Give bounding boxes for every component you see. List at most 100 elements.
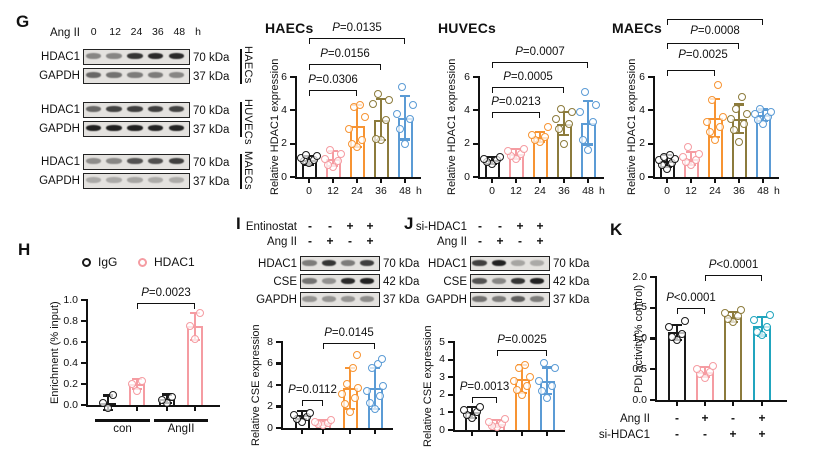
data-point: [751, 109, 759, 118]
x-axis-unit: h: [599, 185, 605, 197]
x-tick: [520, 432, 524, 437]
protein-band: [106, 72, 122, 79]
y-tick: [649, 275, 655, 279]
condition-symbol: +: [516, 219, 524, 233]
condition-symbol: +: [536, 219, 544, 233]
protein-band: [106, 177, 122, 184]
error-bar: [737, 104, 741, 133]
y-tick-label: 4: [267, 378, 273, 391]
protein-label: HDAC1: [41, 156, 80, 168]
y-tick: [289, 142, 295, 145]
data-point: [520, 144, 528, 153]
data-point: [568, 108, 576, 116]
group-underline: [154, 419, 208, 422]
data-point: [581, 88, 589, 96]
error-cap-bottom: [559, 134, 569, 137]
protein-band: [85, 125, 102, 132]
y-tick-label: 6: [464, 70, 470, 83]
protein-band: [168, 177, 185, 184]
significance-bracket: [667, 70, 715, 76]
x-axis-line: [654, 400, 787, 403]
x-tick: [321, 430, 325, 435]
molecular-weight-label: 42 kDa: [383, 276, 420, 288]
x-tick-label: 24: [351, 185, 363, 197]
y-tick: [275, 362, 281, 365]
significance-bracket: [309, 64, 381, 70]
error-cap-top: [103, 394, 113, 397]
y-tick-label: 2: [281, 137, 287, 150]
y-tick-label: 0.2: [63, 377, 78, 390]
significance-bracket: [497, 350, 547, 356]
molecular-weight-label: 70 kDa: [553, 258, 590, 270]
blot-box: [83, 102, 190, 118]
protein-band: [106, 53, 122, 60]
x-tick: [355, 179, 359, 184]
condition-symbol: -: [675, 427, 679, 441]
protein-band: [85, 158, 102, 165]
data-point: [396, 124, 404, 133]
protein-band: [127, 72, 143, 79]
error-bar: [545, 367, 549, 394]
data-point: [719, 113, 727, 121]
error-bar: [348, 367, 352, 409]
cell-line-label: MAECs: [242, 151, 254, 190]
data-point: [706, 128, 714, 136]
molecular-weight-label: 70 kDa: [383, 258, 420, 270]
data-point: [766, 311, 774, 320]
data-point: [378, 355, 386, 364]
chart-title: HAECs: [265, 20, 314, 36]
legend-marker-icon: [138, 258, 147, 267]
data-point: [521, 360, 529, 369]
data-point: [526, 373, 534, 382]
condition-symbol: -: [478, 219, 482, 233]
x-tick: [689, 179, 693, 184]
p-value-label: P=0.0005: [503, 71, 553, 83]
x-tick: [403, 179, 407, 184]
protein-band: [302, 259, 317, 266]
data-point: [732, 104, 740, 113]
data-point: [579, 136, 587, 145]
data-point: [693, 365, 701, 374]
y-tick-label: 0.5: [632, 362, 647, 375]
x-tick: [703, 402, 707, 407]
data-point: [679, 153, 687, 161]
protein-band: [530, 259, 545, 266]
y-tick: [472, 175, 478, 179]
y-axis-line: [85, 299, 88, 406]
y-tick-label: 2.0: [632, 270, 647, 283]
x-axis-line: [477, 177, 604, 180]
protein-band: [321, 295, 336, 302]
protein-band: [168, 158, 185, 165]
y-tick-label: 2: [267, 400, 273, 412]
protein-label: GAPDH: [256, 294, 297, 306]
protein-label: CSE: [273, 276, 297, 288]
data-point: [313, 152, 321, 161]
data-point: [480, 154, 488, 163]
x-tick: [675, 402, 679, 407]
p-value-label: P=0.0013: [459, 381, 510, 393]
x-tick: [348, 430, 352, 435]
error-cap-top: [686, 150, 696, 154]
x-tick: [545, 432, 549, 437]
protein-band: [510, 259, 526, 266]
error-bar: [586, 101, 590, 145]
treatment-label: Ang II: [49, 27, 80, 39]
data-point: [711, 136, 719, 145]
data-point: [543, 394, 551, 403]
x-axis-unit: h: [416, 185, 422, 197]
y-tick-label: 0.8: [63, 314, 78, 327]
y-tick: [447, 411, 453, 414]
p-value-label: P=0.0023: [141, 287, 191, 299]
error-cap-bottom: [400, 138, 410, 141]
y-tick-label: 3: [439, 370, 445, 383]
protein-band: [168, 125, 185, 132]
y-tick-label: 1.0: [632, 332, 647, 344]
y-tick-label: 5: [439, 335, 445, 348]
y-tick-label: 6: [281, 70, 287, 83]
protein-band: [472, 295, 487, 302]
significance-bracket: [309, 38, 405, 44]
blot-box: [470, 256, 550, 271]
data-point: [714, 81, 722, 90]
data-point: [727, 114, 735, 123]
y-axis-line: [280, 341, 283, 429]
